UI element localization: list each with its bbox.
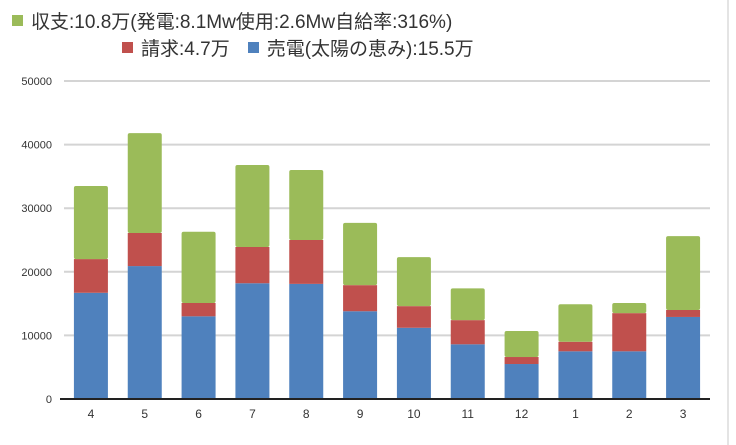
bar-segment-green [289,170,324,240]
bar-segment-blue [504,364,539,399]
x-tick-label: 8 [303,407,310,421]
bar-segment-green [235,164,270,247]
bar-segment-green [450,288,485,321]
x-tick-label: 5 [141,407,148,421]
bar-segment-red [612,313,647,352]
y-tick-label: 20000 [21,267,52,279]
bar-segment-green [73,185,108,260]
y-tick-label: 50000 [21,76,52,88]
x-tick-label: 11 [462,407,475,421]
y-tick-label: 30000 [21,203,52,215]
bar-segment-green [504,330,539,358]
legend-label: 売電(太陽の恵み):15.5万 [266,39,474,60]
y-tick-label: 10000 [21,330,52,342]
legend-label: 請求:4.7万 [141,39,230,60]
bar-segment-green [181,231,216,303]
bar-segment-green [343,222,378,286]
bar-segment-blue [73,292,108,399]
bar-segment-blue [396,327,431,399]
x-tick-label: 2 [626,407,633,421]
bar-segment-red [666,309,701,317]
bar-segment-red [343,285,378,312]
legend-swatch-blue [247,42,259,53]
bar-segment-red [181,302,216,317]
x-tick-label: 3 [680,407,687,421]
bar-segment-red [504,357,539,365]
bar-segment-red [73,259,108,293]
x-tick-label: 12 [515,407,529,421]
legend-label: 収支:10.8万(発電:8.1Mw使用:2.6Mw自給率:316%) [31,12,453,33]
bar-segment-green [666,236,701,310]
bar-segment-blue [181,316,216,399]
x-tick-label: 9 [357,407,364,421]
legend-row: 請求:4.7万 売電(太陽の恵み):15.5万 [122,34,492,61]
legend-item-bill: 請求:4.7万 [122,34,230,61]
x-tick-label: 4 [88,407,95,421]
bar-segment-green [612,302,647,314]
y-tick-label: 40000 [21,140,52,152]
x-tick-label: 10 [407,407,421,421]
legend-swatch-green [12,15,23,26]
legend-item-sales: 売電(太陽の恵み):15.5万 [247,34,474,61]
bar-segment-red [127,233,162,267]
bar-segment-blue [666,316,701,399]
bar-segment-blue [127,266,162,399]
y-tick-label: 0 [46,394,52,406]
bar-segment-green [127,133,162,234]
bar-segment-green [558,304,593,342]
bar-segment-blue [235,283,270,399]
bar-segment-green [396,257,431,307]
legend-swatch-red [122,42,133,53]
legend-item-balance: 収支:10.8万(発電:8.1Mw使用:2.6Mw自給率:316%) [12,7,452,34]
bar-segment-blue [612,351,647,399]
bar-segment-blue [450,344,485,399]
right-border [727,0,729,445]
bar-segment-blue [343,311,378,399]
bar-segment-red [450,320,485,345]
bar-segment-red [235,246,270,284]
bar-segment-blue [558,351,593,399]
x-tick-label: 1 [572,407,579,421]
bar-segment-red [558,341,593,352]
bar-segment-blue [289,283,324,399]
x-tick-label: 6 [195,407,202,421]
x-tick-label: 7 [249,407,256,421]
bar-segment-red [289,240,324,284]
bar-segment-red [396,306,431,328]
